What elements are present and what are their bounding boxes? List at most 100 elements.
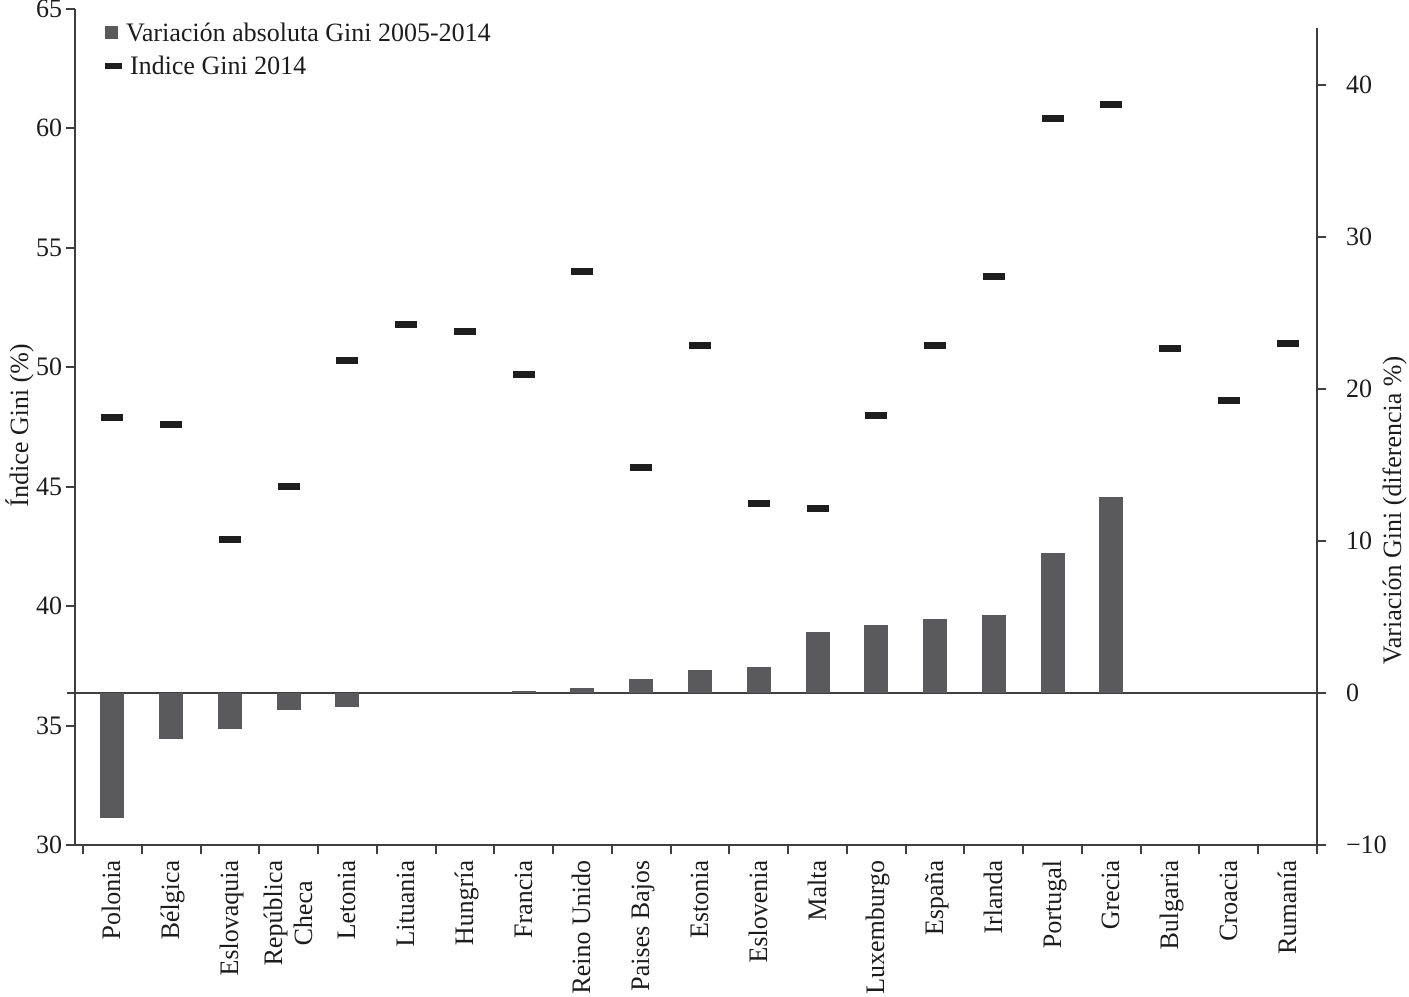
category-label: Eslovenia [743,860,773,963]
x-axis-tick [258,846,261,854]
x-axis-tick [1080,846,1083,854]
category-label: Paises Bajos [626,860,656,991]
right-axis-title: Variación Gini (diferencia %) [1378,355,1407,665]
category-label: Rumanía [1272,860,1302,954]
gini-2014-dash-marker [924,342,947,350]
variation-bar [629,679,654,693]
category-label: Lituania [391,860,421,947]
gini-2014-dash-marker [512,370,535,378]
x-axis-tick [787,846,790,854]
x-axis-tick [1022,846,1025,854]
gini-2014-dash-marker [1159,344,1182,352]
category-label: República Checa [258,860,318,966]
category-label: Irlanda [978,860,1008,934]
right-axis-tick [1317,388,1326,390]
gini-2014-dash-marker [218,535,241,543]
left-axis-tick [66,605,75,608]
x-axis-tick [1257,846,1260,854]
category-label: Bulgaria [1155,860,1185,950]
x-axis-tick [610,846,613,854]
left-axis-tick-label: 30 [36,830,62,859]
category-label: Reino Unido [567,860,597,994]
legend-item-label: Indice Gini 2014 [130,50,307,80]
gini-2014-dash-marker [1041,115,1064,123]
x-axis-tick [493,846,496,854]
x-axis-tick [669,846,672,854]
left-axis-tick-label: 60 [36,113,62,143]
category-label: Eslovaquia [214,860,244,976]
left-axis-tick-label: 45 [36,471,62,501]
right-axis-tick-label: −10 [1346,830,1387,859]
variation-bar [688,670,712,693]
variation-bar [746,667,771,693]
variation-bar [511,691,536,693]
gini-2014-dash-marker [277,483,300,491]
legend-dash-marker [105,62,122,69]
left-axis-tick [66,724,75,727]
category-label: Estonia [685,860,715,938]
left-axis-tick-label: 65 [36,0,62,23]
x-axis-tick [434,846,437,854]
right-axis-tick-label: 0 [1346,678,1359,707]
variation-bar [981,615,1006,693]
variation-bar [570,688,595,693]
left-axis-tick [66,127,75,130]
gini-2014-dash-marker [453,327,476,335]
variation-bar [1040,553,1065,693]
left-axis-tick-label: 35 [36,710,62,740]
legend-item-variation: Variación absoluta Gini 2005-2014 [105,16,491,49]
right-axis-line [1316,28,1318,846]
zero-line [67,692,1325,694]
left-axis-tick [66,485,75,488]
x-axis-tick [728,846,731,854]
variation-bar [923,618,948,693]
gini-2014-dash-marker [160,421,183,429]
category-label: Portugal [1037,860,1067,949]
x-axis-tick [317,846,320,854]
x-axis-tick [199,846,202,854]
variation-bar [864,624,889,693]
left-axis-tick [66,8,75,10]
right-axis-tick-label: 40 [1346,70,1372,99]
category-label: Luxemburgo [861,860,891,994]
legend: Variación absoluta Gini 2005-2014 Indice… [105,16,491,82]
legend-item-gini-2014: Indice Gini 2014 [105,49,491,82]
gini-2014-dash-marker [571,268,594,276]
x-axis-tick [82,846,84,854]
variation-bar [276,693,301,710]
category-label: Bélgica [156,860,186,940]
gini-2014-dash-marker [1276,339,1299,347]
variation-bar [1099,496,1124,693]
right-axis-tick-label: 20 [1346,374,1372,403]
category-label: Francia [508,860,538,938]
x-axis-tick [904,846,907,854]
category-label: Croacia [1213,860,1243,941]
legend-item-label: Variación absoluta Gini 2005-2014 [126,17,491,47]
category-label: Malta [802,860,832,921]
gini-2014-dash-marker [1217,397,1240,405]
left-axis-line [74,9,76,846]
x-axis-tick [1198,846,1201,854]
x-axis-tick [1139,846,1142,854]
x-axis-tick [845,846,848,854]
left-axis-tick-label: 55 [36,232,62,262]
variation-bar [217,693,242,730]
gini-2014-dash-marker [865,411,888,419]
legend-square-marker [105,26,118,39]
x-axis-tick [963,846,966,854]
gini-2014-dash-marker [101,413,124,421]
gini-2014-dash-marker [747,499,770,507]
left-axis-tick [66,366,75,369]
x-axis-line [74,844,1318,846]
gini-2014-dash-marker [982,273,1005,281]
right-axis-tick [1317,236,1326,238]
right-axis-tick-label: 10 [1346,526,1372,555]
left-axis-tick-label: 40 [36,591,62,621]
category-label: Polonia [97,860,127,940]
variation-bar [805,632,830,693]
variation-bar [335,693,360,707]
gini-2014-dash-marker [806,504,829,512]
left-axis-tick [66,246,75,249]
gini-2014-dash-marker [689,342,711,350]
